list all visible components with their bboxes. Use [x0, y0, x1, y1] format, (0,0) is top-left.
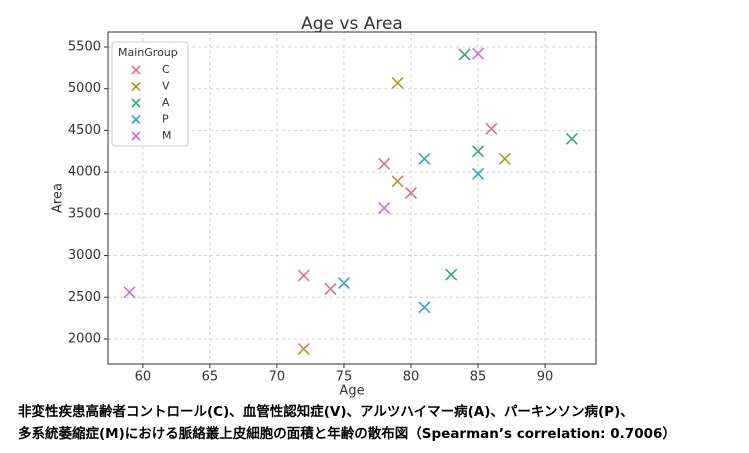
plot-frame — [107, 31, 597, 365]
point — [337, 277, 351, 290]
legend-marker — [131, 114, 141, 125]
legend-marker — [131, 65, 141, 75]
x-tick-label: 60 — [135, 370, 152, 385]
point — [485, 122, 498, 135]
point — [471, 47, 485, 60]
legend-title: MainGroup — [118, 46, 178, 59]
point — [418, 152, 431, 165]
x-tick-label: 65 — [202, 370, 219, 385]
y-tick-label: 3000 — [68, 248, 101, 263]
y-tick-label: 5000 — [68, 81, 101, 96]
y-tick-label: 4000 — [68, 165, 101, 180]
chart-title: Age vs Area — [301, 14, 403, 34]
legend-label: A — [162, 96, 170, 109]
legend-label: P — [162, 113, 169, 126]
point — [378, 157, 391, 170]
point — [471, 167, 485, 180]
point — [445, 268, 458, 281]
point — [458, 48, 471, 61]
point — [391, 76, 404, 89]
caption-line: 多系統萎縮症(M)における脈絡叢上皮細胞の面積と年齢の散布図（Spearman’… — [18, 425, 676, 442]
legend-label: V — [162, 80, 170, 93]
point — [404, 186, 418, 200]
x-tick-label: 75 — [336, 370, 353, 385]
x-axis-label: Age — [339, 384, 364, 399]
point — [471, 145, 485, 158]
legend-marker — [131, 81, 141, 92]
x-tick-label: 85 — [470, 370, 487, 385]
point — [391, 175, 404, 188]
legend-label: M — [162, 129, 172, 142]
x-tick-label: 70 — [269, 370, 286, 385]
point — [324, 282, 337, 295]
legend-marker — [131, 98, 141, 108]
y-tick-label: 3500 — [68, 206, 101, 221]
point — [498, 152, 511, 165]
legend-label: C — [162, 63, 170, 76]
legend-marker — [131, 131, 141, 141]
point — [418, 301, 431, 314]
point — [297, 269, 310, 282]
y-tick-label: 5500 — [68, 40, 101, 55]
x-tick-label: 90 — [537, 370, 554, 385]
y-tick-label: 2500 — [68, 290, 101, 305]
y-tick-label: 4500 — [68, 123, 101, 138]
x-tick-label: 80 — [403, 370, 420, 385]
caption-line: 非変性疾患高齢者コントロール(C)、血管性認知症(V)、アルツハイマー病(A)、… — [18, 403, 634, 420]
point — [565, 132, 578, 145]
point — [123, 286, 136, 299]
point — [297, 342, 310, 356]
point — [378, 201, 391, 215]
legend-box — [111, 41, 189, 147]
y-tick-label: 2000 — [68, 331, 101, 346]
y-axis-label: Area — [51, 183, 66, 213]
